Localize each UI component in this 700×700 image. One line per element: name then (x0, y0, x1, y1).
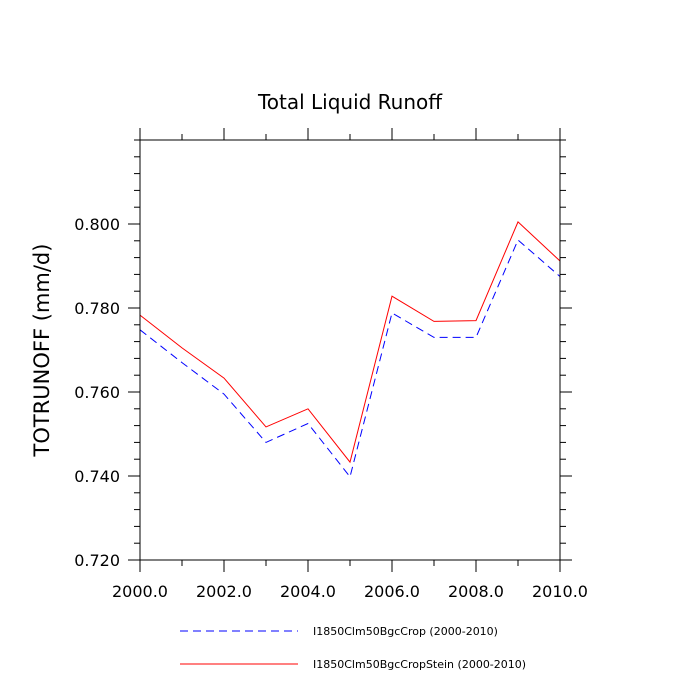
y-tick-label: 0.780 (74, 299, 120, 318)
x-tick-labels: 2000.0 2002.0 2004.0 2006.0 2008.0 2010.0 (112, 582, 588, 601)
x-tick-label: 2008.0 (448, 582, 504, 601)
x-tick-label: 2004.0 (280, 582, 336, 601)
axis-ticks (128, 128, 572, 572)
y-axis-label: TOTRUNOFF (mm/d) (30, 244, 54, 458)
x-tick-label: 2010.0 (532, 582, 588, 601)
y-tick-label: 0.800 (74, 215, 120, 234)
legend-label-2: I1850Clm50BgcCropStein (2000-2010) (313, 658, 526, 671)
plot-area (139, 221, 561, 478)
x-tick-label: 2002.0 (196, 582, 252, 601)
legend-label-1: I1850Clm50BgcCrop (2000-2010) (313, 625, 498, 638)
legend: I1850Clm50BgcCrop (2000-2010) I1850Clm50B… (180, 625, 526, 671)
y-tick-label: 0.740 (74, 467, 120, 486)
y-tick-label: 0.720 (74, 551, 120, 570)
x-tick-label: 2006.0 (364, 582, 420, 601)
x-tick-label: 2000.0 (112, 582, 168, 601)
plot-frame (139, 139, 561, 561)
series-line-2 (139, 221, 561, 464)
series-line-1 (139, 239, 561, 478)
y-tick-labels: 0.720 0.740 0.760 0.780 0.800 (74, 215, 120, 570)
y-tick-label: 0.760 (74, 383, 120, 402)
chart-title: Total Liquid Runoff (257, 90, 443, 114)
